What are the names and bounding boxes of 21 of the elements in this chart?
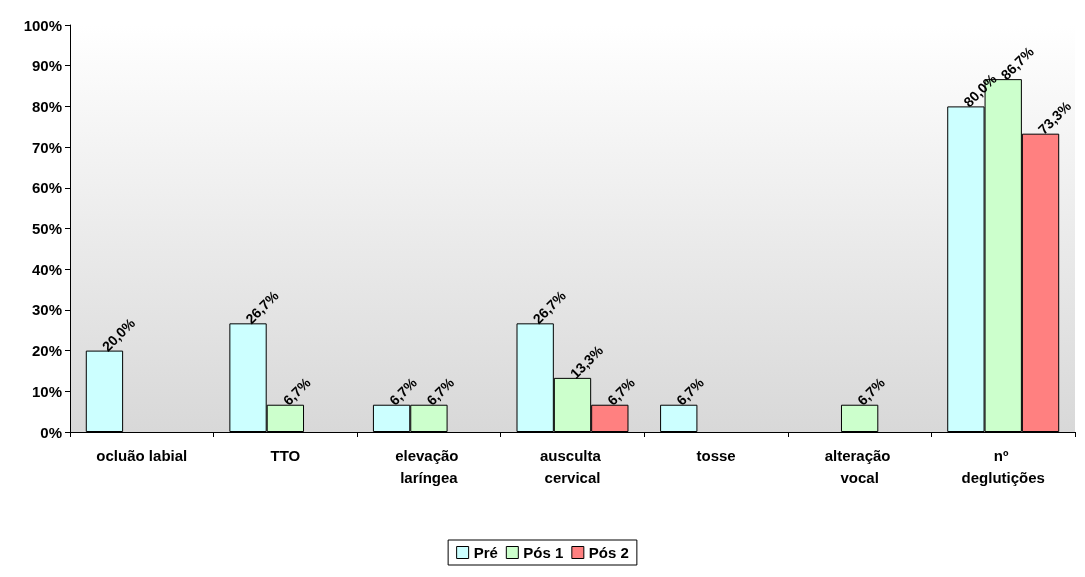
y-tick-label: 90%: [31, 57, 62, 75]
legend-label: Pós 2: [588, 544, 629, 561]
y-tick-label: 60%: [31, 179, 62, 197]
y-tick-label: 80%: [31, 97, 62, 115]
x-tick-label: alteração vocal: [824, 446, 895, 486]
y-tick-label: 20%: [31, 342, 62, 360]
x-tick-label: tosse: [696, 446, 736, 464]
legend-label: Pré: [473, 544, 498, 561]
x-tick-label: TTO: [270, 446, 301, 464]
y-tick-label: 70%: [31, 138, 62, 156]
x-tick-label: ocluão labial: [96, 446, 188, 464]
y-tick-label: 40%: [31, 260, 62, 278]
y-tick-label: 30%: [31, 301, 62, 319]
y-tick-label: 10%: [31, 382, 62, 400]
x-tick-label: elevação laríngea: [395, 446, 463, 486]
x-tick-label: nº deglutições: [961, 446, 1045, 486]
legend-label: Pós 1: [523, 544, 564, 561]
y-tick-label: 0%: [40, 423, 62, 441]
x-tick-label: ausculta cervical: [539, 446, 606, 486]
y-tick-label: 100%: [23, 16, 62, 34]
y-tick-label: 50%: [31, 220, 62, 237]
